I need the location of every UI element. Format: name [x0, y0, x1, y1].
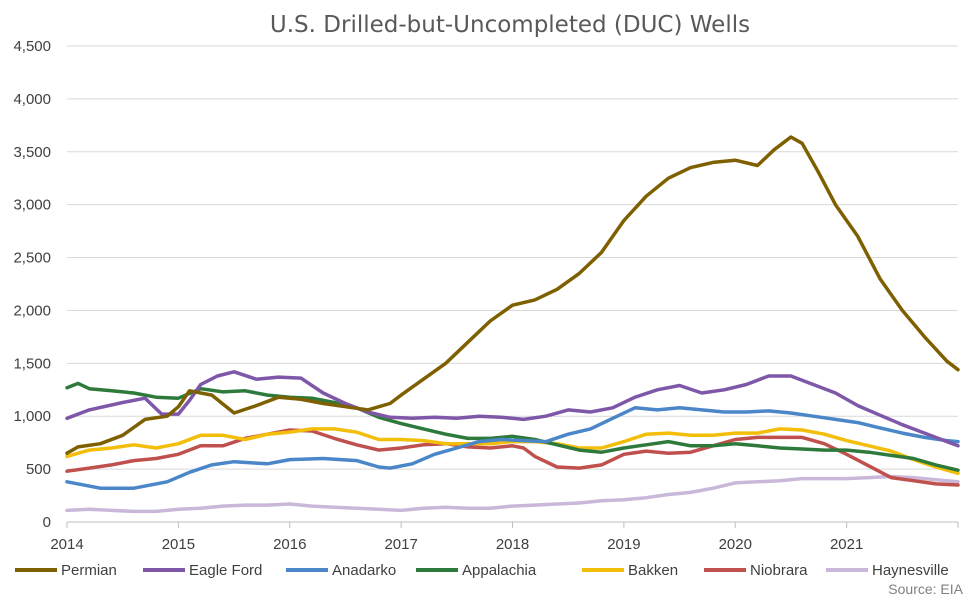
- legend: Permian Eagle Ford Anadarko Appalachia Bakke…: [15, 562, 949, 579]
- y-tick-label: 500: [26, 461, 51, 478]
- legend-label: Niobrara: [750, 562, 808, 579]
- y-tick-label: 2,500: [13, 250, 51, 267]
- y-tick-label: 2,000: [13, 302, 51, 319]
- gridlines: [67, 45, 958, 523]
- x-tick-label: 2018: [496, 536, 529, 553]
- x-tick-label: 2021: [830, 536, 863, 553]
- x-tick-label: 2020: [719, 536, 752, 553]
- y-tick-label: 4,500: [13, 38, 51, 55]
- y-tick-label: 3,000: [13, 197, 51, 214]
- series-line-permian: [65, 135, 960, 455]
- x-axis-ticks: 2014 2015 2016 2017 2018 2019 2020 2021: [50, 522, 959, 553]
- source-note: Source: EIA: [888, 581, 963, 597]
- legend-label: Bakken: [628, 562, 678, 579]
- y-axis-ticks: 0 500 1,000 1,500 2,000 2,500 3,000 3,500 4,000 4…: [13, 38, 51, 531]
- series-lines: [65, 135, 960, 514]
- legend-label: Eagle Ford: [189, 562, 262, 579]
- series-line-haynesville: [65, 474, 960, 514]
- series-line-niobrara: [65, 428, 960, 487]
- legend-label: Anadarko: [332, 562, 396, 579]
- x-tick-label: 2017: [384, 536, 417, 553]
- legend-label: Haynesville: [872, 562, 949, 579]
- x-tick-label: 2016: [273, 536, 306, 553]
- y-tick-label: 1,000: [13, 408, 51, 425]
- series-line-appalachia: [65, 381, 960, 472]
- x-tick-label: 2019: [607, 536, 640, 553]
- x-tick-label: 2014: [50, 536, 83, 553]
- series-line-anadarko: [65, 406, 960, 490]
- y-tick-label: 1,500: [13, 355, 51, 372]
- legend-label: Permian: [61, 562, 117, 579]
- legend-label: Appalachia: [462, 562, 537, 579]
- y-tick-label: 4,000: [13, 91, 51, 108]
- x-tick-label: 2015: [162, 536, 195, 553]
- series-line-eagle-ford: [65, 370, 960, 448]
- y-tick-label: 3,500: [13, 144, 51, 161]
- y-tick-label: 0: [43, 514, 51, 531]
- chart-title: U.S. Drilled-but-Uncompleted (DUC) Wells: [270, 12, 750, 38]
